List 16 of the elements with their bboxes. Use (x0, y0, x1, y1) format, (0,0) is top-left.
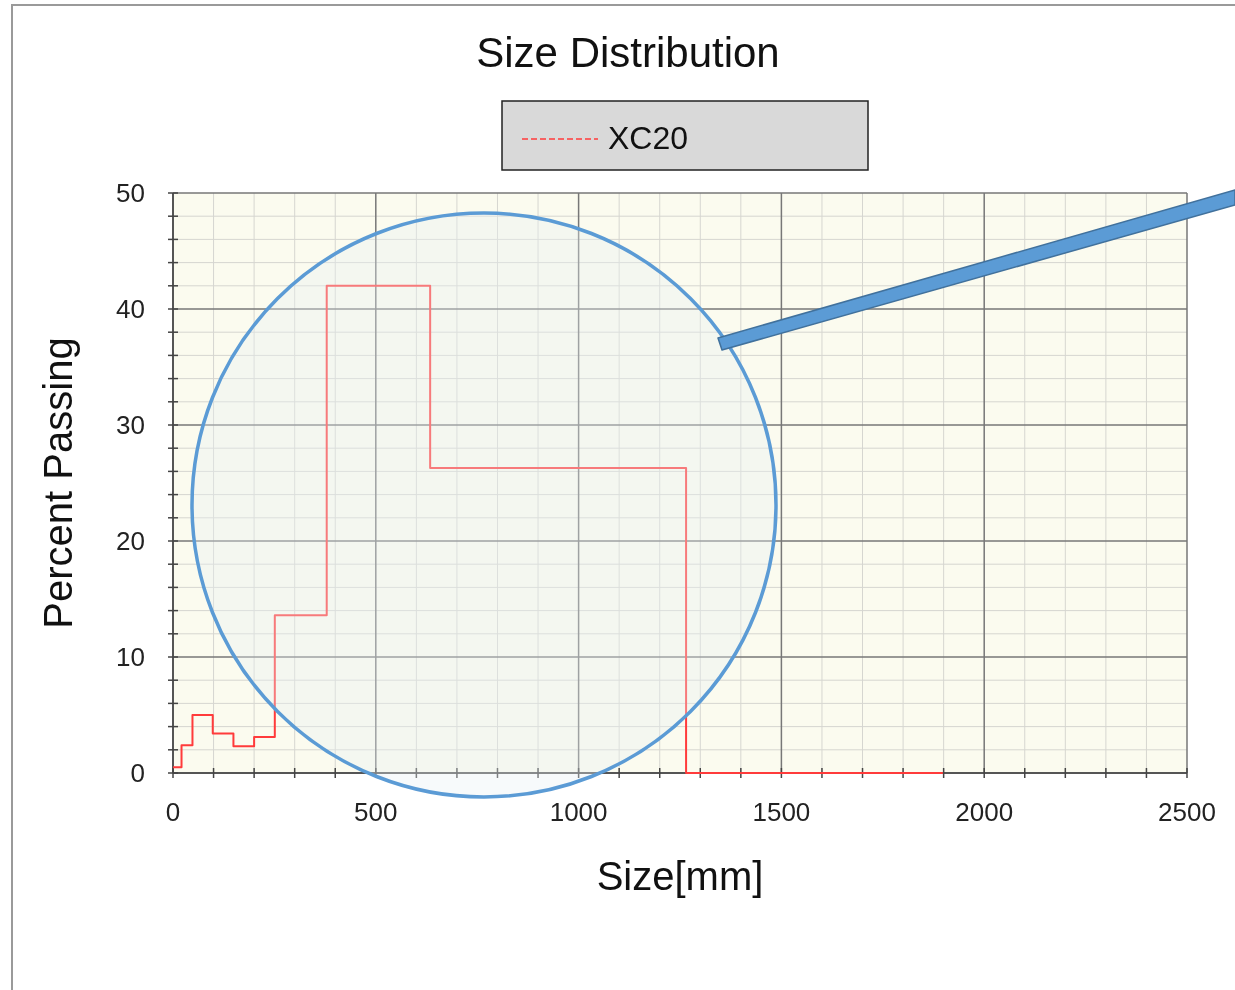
x-tick-label: 0 (165, 797, 181, 827)
x-tick-label: 500 (354, 797, 398, 827)
x-tick-label: 1500 (752, 797, 811, 827)
x-tick-label: 1000 (549, 797, 608, 827)
x-tick-label: 2500 (1158, 797, 1216, 827)
y-tick-label: 10 (116, 642, 145, 672)
y-tick-label: 0 (130, 758, 145, 788)
y-tick-label: 30 (116, 410, 145, 440)
x-tick-label: 2000 (955, 797, 1014, 827)
y-tick-label: 20 (116, 526, 145, 556)
chart-title: Size Distribution (476, 29, 780, 76)
y-axis-title: Percent Passing (36, 337, 80, 629)
x-axis-title: Size[mm] (596, 854, 764, 898)
y-tick-label: 40 (116, 294, 145, 324)
y-tick-label: 50 (116, 178, 145, 208)
legend-label: XC20 (608, 120, 689, 156)
